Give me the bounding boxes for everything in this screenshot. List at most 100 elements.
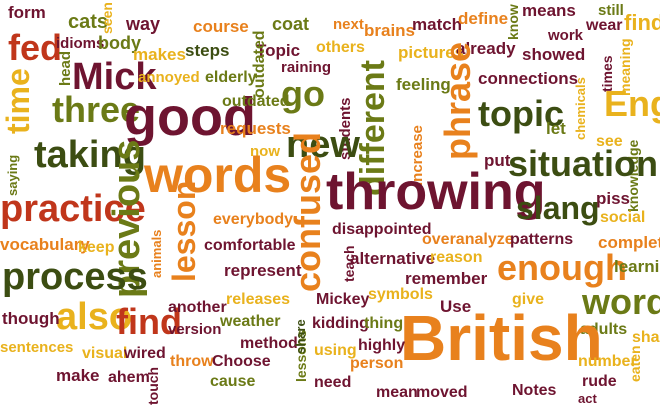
word-highly: highly	[358, 337, 406, 354]
word-piss: piss	[596, 189, 631, 208]
word-using: using	[314, 342, 357, 359]
word-know: know	[505, 4, 521, 40]
word-body: body	[98, 33, 141, 53]
word-share: share	[293, 319, 308, 354]
word-wired: wired	[124, 345, 166, 362]
word-disappointed: disappointed	[332, 221, 432, 238]
word-time: time	[0, 68, 36, 134]
word-brains: brains	[364, 21, 416, 40]
word-number: number	[578, 353, 637, 370]
word-match: match	[412, 15, 463, 34]
word-annoyed: annoyed	[138, 69, 200, 86]
word-vocabulary: vocabulary	[0, 235, 90, 254]
word-form: form	[8, 3, 46, 22]
word-way: way	[126, 14, 161, 34]
word-idioms: idioms	[56, 35, 105, 52]
word-process: process	[2, 256, 148, 298]
word-touch: touch	[145, 366, 161, 405]
word-mick: Mick	[72, 56, 157, 98]
word-teach: teach	[341, 245, 357, 282]
word-enough: enough	[497, 247, 627, 288]
word-moved: moved	[416, 384, 468, 401]
word-everybody: everybody	[213, 211, 294, 228]
word-use: Use	[440, 297, 472, 316]
word-put: put	[484, 151, 511, 170]
word-phrase: phrase	[437, 41, 478, 160]
word-topic-small: Topic	[256, 41, 301, 60]
word-british: British	[400, 302, 603, 374]
word-represent: represent	[224, 261, 302, 280]
word-overanalyze: overanalyze	[422, 231, 514, 248]
word-cats: cats	[68, 11, 109, 33]
word-chemicals: chemicals	[573, 77, 588, 140]
word-keep: keep	[78, 239, 115, 256]
word-fed: fed	[8, 27, 62, 68]
word-coat: coat	[272, 14, 310, 34]
word-mickey: Mickey	[316, 291, 370, 308]
word-animals: animals	[149, 229, 164, 278]
word-see: see	[596, 133, 623, 150]
word-thing: thing	[364, 315, 404, 332]
word-mean: mean	[376, 384, 418, 401]
word-find: find	[116, 301, 182, 342]
word-practice: practice	[0, 188, 146, 230]
word-find-top: find	[624, 10, 660, 35]
word-english: English	[604, 83, 660, 124]
word-now: now	[250, 143, 280, 160]
word-seen: seen	[99, 2, 115, 34]
word-sentences: sentences	[0, 339, 74, 356]
word-steps: steps	[185, 41, 230, 60]
word-eaten: eaten	[627, 345, 643, 382]
word-patterns: patterns	[510, 231, 574, 248]
word-still: still	[598, 2, 624, 19]
word-weather: weather	[220, 313, 281, 330]
word-course: course	[193, 17, 249, 36]
word-another: another	[168, 299, 227, 316]
word-remember: remember	[405, 269, 488, 288]
word-wear: wear	[586, 17, 623, 34]
word-taking: taking	[34, 134, 146, 176]
word-define: define	[458, 9, 509, 28]
word-learning: learning	[614, 257, 660, 276]
word-connections: connections	[478, 69, 579, 88]
word-go: go	[281, 73, 325, 114]
word-three: three	[52, 89, 141, 130]
word-version: version	[168, 321, 222, 338]
word-situation: situation	[508, 143, 658, 184]
word-try: outdated	[251, 30, 268, 98]
word-visual: visual	[82, 345, 128, 362]
word-makes: makes	[133, 45, 186, 64]
word-act: act	[578, 391, 597, 406]
word-ahem: ahem	[108, 369, 150, 386]
word-outdated: outdated	[222, 93, 290, 110]
word-complete: complete	[598, 233, 660, 252]
word-notes: Notes	[512, 382, 557, 399]
word-make: make	[56, 366, 100, 385]
word-already: already	[456, 39, 516, 58]
word-need: need	[314, 374, 352, 391]
word-adults: adults	[580, 321, 628, 338]
word-comfortable: comfortable	[204, 237, 296, 254]
word-reason: reason	[430, 249, 483, 266]
word-good: good	[124, 87, 256, 147]
word-throw: throw	[170, 353, 214, 370]
word-next: next	[333, 16, 364, 33]
word-social: social	[600, 209, 646, 226]
word-alternative: alternative	[350, 249, 436, 268]
word-requests: requests	[220, 119, 291, 138]
word-though: though	[2, 309, 60, 328]
word-kidding: kidding	[312, 315, 369, 332]
word-rude: rude	[582, 373, 617, 390]
word-words: words	[144, 147, 292, 203]
word-elderly: elderly	[205, 69, 257, 86]
word-symbols: symbols	[368, 286, 433, 303]
word-raining: raining	[281, 59, 332, 76]
word-lesson: lesson	[166, 180, 202, 282]
word-releases: releases	[226, 291, 291, 308]
word-topic: topic	[478, 93, 564, 134]
word-showed: showed	[522, 45, 586, 64]
word-slang: slang	[516, 190, 600, 226]
word-also: also	[56, 296, 133, 338]
word-sharing: sharing	[632, 329, 660, 346]
